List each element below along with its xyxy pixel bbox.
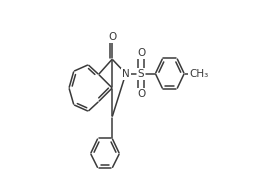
Text: O: O [137,89,145,99]
Text: O: O [137,48,145,58]
Text: CH₃: CH₃ [189,69,208,79]
Text: O: O [108,32,116,42]
Text: S: S [138,69,144,79]
Text: N: N [122,69,130,79]
